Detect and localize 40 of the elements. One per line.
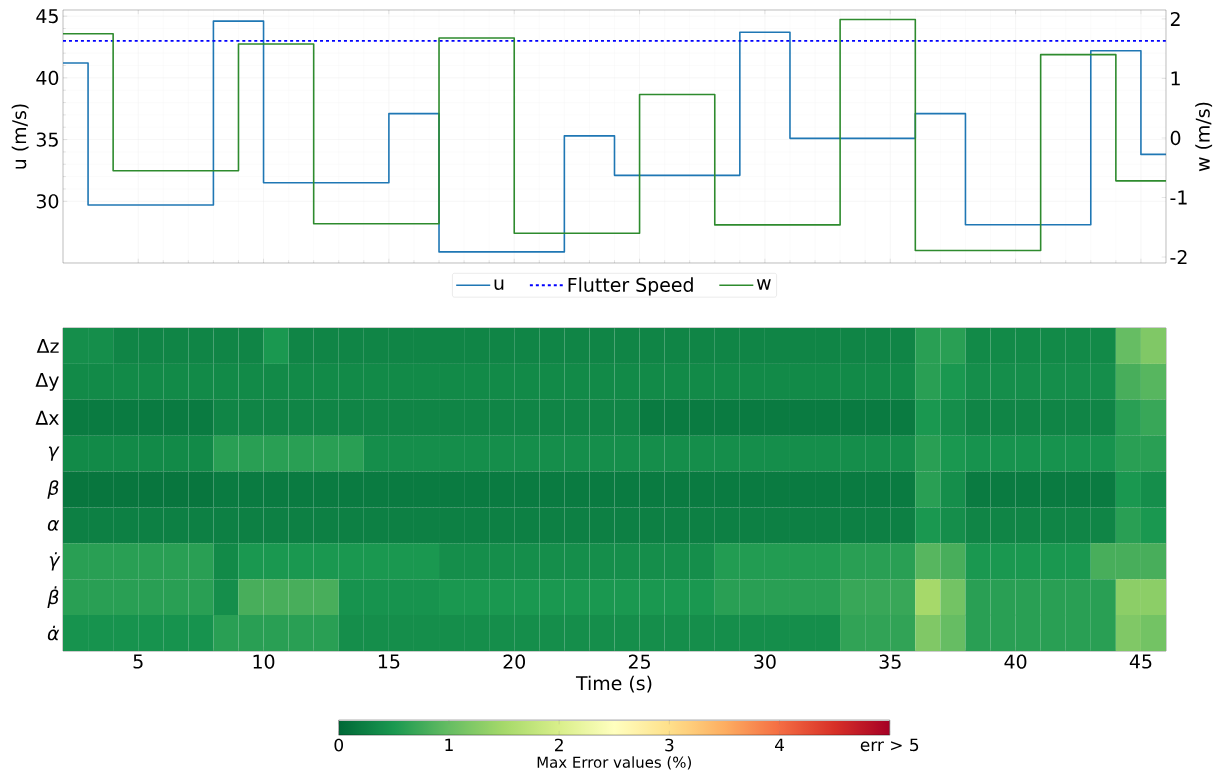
x-tick-label: 30: [754, 654, 776, 669]
y-tick-label: γ̇: [49, 552, 61, 571]
y-tick-label: β̇: [47, 586, 59, 609]
y-tick-label: 40: [36, 70, 59, 86]
y2-tick-label: -2: [1170, 250, 1187, 265]
y-tick-label: α: [47, 520, 60, 531]
y2-tick-label: 2: [1170, 11, 1180, 26]
y-tick-label: 45: [36, 9, 58, 24]
y2-tick-label: -1: [1170, 190, 1187, 205]
y-tick-label: 35: [36, 132, 58, 147]
y-axis-title: u (m/s): [11, 104, 29, 169]
y-tick-label: α̇: [47, 625, 60, 641]
x-tick-label: 35: [879, 654, 901, 669]
legend-label: u: [494, 279, 504, 291]
x-tick-label: 5: [133, 654, 143, 669]
y-tick-label: 30: [36, 194, 59, 209]
x-tick-label: 15: [378, 654, 400, 669]
color-bar-label: 0: [334, 738, 344, 752]
color-bar-label: 3: [665, 738, 674, 752]
color-bar-label: 1: [445, 738, 453, 751]
y-tick-label: γ: [48, 446, 60, 461]
legend-label: Flutter Speed: [568, 277, 693, 296]
y-tick-label: Δy: [35, 372, 59, 391]
x-axis-title: Time (s): [575, 675, 652, 693]
legend-label: w: [756, 279, 771, 290]
y2-axis-title: w (m/s): [1195, 102, 1213, 172]
x-tick-label: 10: [253, 654, 275, 669]
x-tick-label: 40: [1004, 654, 1027, 669]
y-tick-label: Δz: [36, 339, 59, 353]
x-tick-label: 20: [503, 654, 525, 669]
x-tick-label: 25: [628, 654, 650, 669]
y2-tick-label: 1: [1171, 71, 1180, 86]
y-tick-label: β: [47, 480, 59, 499]
x-tick-label: 45: [1129, 654, 1152, 669]
color-bar-title: Max Error values (%): [537, 756, 691, 770]
color-bar-label: err > 5: [860, 738, 919, 752]
color-bar-label: 2: [555, 738, 563, 752]
color-bar-label: 4: [774, 738, 784, 751]
y-tick-label: Δx: [35, 410, 59, 425]
y2-tick-label: 0: [1170, 130, 1181, 146]
